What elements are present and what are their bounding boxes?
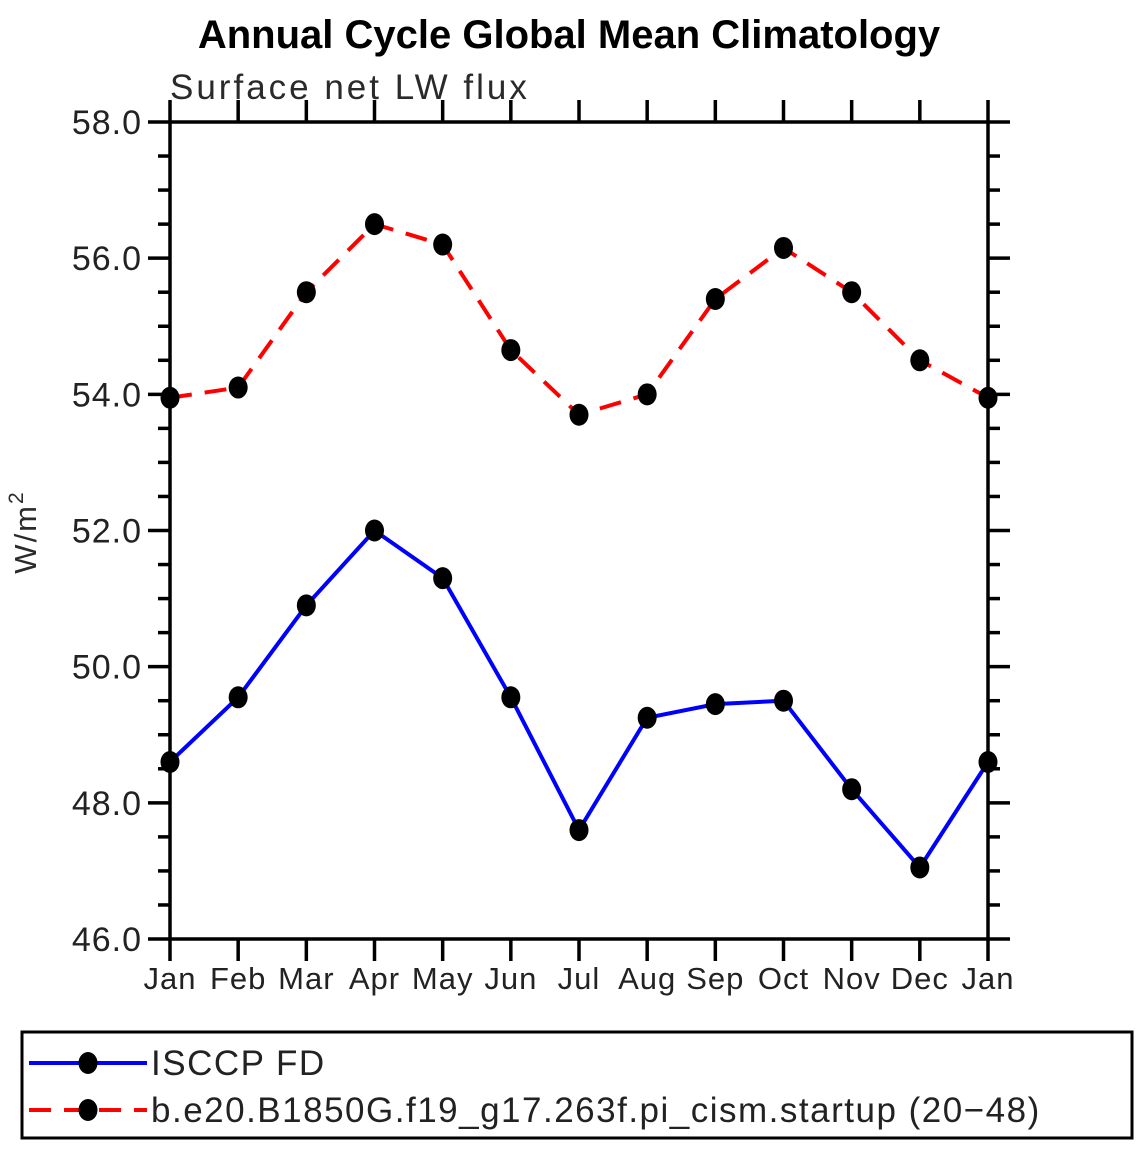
x-tick-label: Jul — [558, 961, 601, 996]
data-point — [501, 339, 521, 362]
legend-label-model: b.e20.B1850G.f19_g17.263f.pi_cism.startu… — [151, 1091, 1041, 1130]
data-point — [842, 778, 862, 801]
legend-marker-model-icon — [78, 1099, 98, 1121]
x-tick-label: Jan — [144, 961, 197, 996]
series-line-model — [169, 221, 989, 418]
data-point — [910, 349, 930, 372]
axes-layer: 46.0 48.0 50.0 52.0 54.0 56.0 58.0 Jan Feb Mar Apr… — [72, 100, 1015, 996]
legend-label-obs: ISCCP FD — [151, 1044, 326, 1083]
x-tick-label: Jan — [962, 961, 1015, 996]
x-tick-label: May — [412, 961, 474, 996]
data-point — [705, 288, 725, 311]
data-point — [978, 386, 998, 409]
x-tick-label: Apr — [349, 961, 400, 996]
series-line-obs — [168, 527, 990, 871]
data-point — [978, 750, 998, 773]
data-point — [365, 213, 384, 236]
data-point — [842, 281, 862, 304]
data-point — [501, 686, 521, 709]
data-point — [296, 594, 316, 617]
data-point — [774, 689, 793, 712]
chart-title: Annual Cycle Global Mean Climatology — [198, 13, 941, 57]
data-point — [365, 519, 384, 542]
y-tick-label: 54.0 — [72, 376, 142, 414]
chart-subtitle: Surface net LW flux — [170, 68, 530, 107]
data-point — [228, 686, 248, 709]
x-tick-label: Feb — [210, 961, 266, 996]
y-tick-label: 50.0 — [72, 649, 142, 687]
legend-border — [20, 1030, 1134, 1140]
x-tick-label: Aug — [618, 961, 676, 996]
y-axis-label-base: W/m — [8, 504, 43, 574]
data-point — [296, 281, 316, 304]
data-point — [228, 376, 248, 399]
data-point — [433, 567, 453, 590]
series-layer — [160, 213, 998, 879]
x-tick-label: Dec — [891, 961, 949, 996]
x-tick-label: Nov — [823, 961, 881, 996]
data-point — [160, 750, 180, 773]
y-axis-label: W/m2 — [5, 490, 43, 573]
data-point — [774, 236, 793, 259]
data-point — [569, 403, 589, 426]
y-tick-label: 56.0 — [72, 240, 142, 278]
y-tick-label: 52.0 — [72, 513, 142, 551]
legend-marker-obs-icon — [78, 1052, 98, 1074]
data-point — [433, 233, 453, 256]
x-tick-label: Jun — [484, 961, 537, 996]
data-point — [637, 706, 657, 729]
data-point — [910, 856, 930, 879]
x-tick-label: Mar — [278, 961, 334, 996]
data-point — [160, 386, 180, 409]
x-tick-label: Oct — [758, 961, 809, 996]
data-point — [569, 819, 589, 842]
plot-border — [168, 120, 990, 941]
data-point — [637, 383, 657, 406]
data-point — [705, 693, 725, 716]
y-axis-label-exponent: 2 — [5, 490, 28, 504]
y-tick-label: 48.0 — [72, 785, 142, 823]
legend: ISCCP FD b.e20.B1850G.f19_g17.263f.pi_ci… — [20, 1030, 1134, 1140]
y-tick-label: 58.0 — [72, 104, 142, 142]
x-tick-label: Sep — [686, 961, 744, 996]
y-tick-label: 46.0 — [72, 921, 142, 959]
